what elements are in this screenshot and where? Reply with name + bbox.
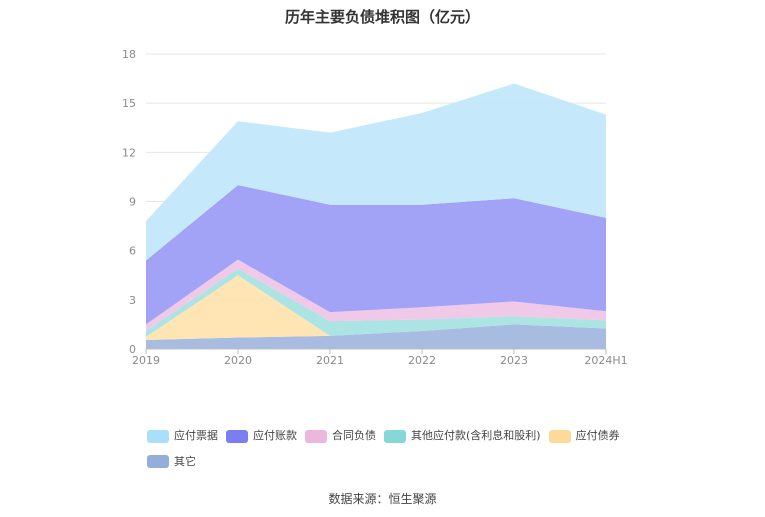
legend-swatch — [147, 429, 169, 443]
y-tick-label: 6 — [129, 245, 136, 258]
y-tick-label: 12 — [122, 146, 136, 159]
area-应付票据 — [146, 83, 606, 261]
area-合同负债 — [146, 259, 606, 331]
data-source-note: 数据来源：恒生聚源 — [328, 492, 437, 506]
y-tick-label: 0 — [129, 343, 136, 356]
legend-swatch — [305, 429, 327, 443]
legend-swatch — [226, 429, 248, 443]
legend-item[interactable]: 应付账款 — [226, 425, 297, 447]
axes: 0 3 6 9 12 15 18 2019 2020 2021 2022 2023 2024H1 — [122, 48, 628, 367]
area-应付债券 — [146, 275, 606, 340]
legend-label: 其它 — [174, 454, 196, 468]
legend-item[interactable]: 其它 — [147, 451, 196, 473]
x-tick-label: 2020 — [224, 354, 252, 367]
legend-item[interactable]: 应付票据 — [147, 425, 218, 447]
x-tick-label: 2022 — [408, 354, 436, 367]
y-tick-label: 15 — [122, 97, 136, 110]
area-series — [146, 83, 606, 349]
chart-title: 历年主要负债堆积图（亿元） — [284, 8, 480, 26]
legend-item[interactable]: 应付债券 — [548, 425, 620, 447]
x-tick-label: 2021 — [316, 354, 344, 367]
legend-label: 应付债券 — [575, 429, 620, 442]
legend: 应付票据 应付账款 合同负债 其他应付款(含利息和股利) 应付债券其它 — [147, 425, 647, 476]
x-tick-label: 2024H1 — [584, 354, 627, 367]
legend-swatch — [384, 429, 406, 443]
legend-label: 应付账款 — [253, 429, 297, 442]
legend-swatch — [548, 429, 571, 443]
y-tick-label: 9 — [129, 196, 136, 209]
legend-label: 其他应付款(含利息和股利) — [411, 429, 541, 442]
y-tick-label: 18 — [122, 48, 136, 61]
legend-label: 应付票据 — [174, 429, 218, 442]
y-tick-label: 3 — [129, 294, 136, 307]
x-tick-label: 2019 — [132, 354, 160, 367]
legend-swatch — [147, 455, 169, 468]
x-tick-label: 2023 — [500, 354, 528, 367]
legend-item[interactable]: 其他应付款(含利息和股利) — [384, 425, 541, 447]
legend-item[interactable]: 合同负债 — [305, 425, 376, 447]
area-其他应付款(含利息和股利) — [146, 268, 606, 337]
area-应付账款 — [146, 185, 606, 325]
area-其它 — [146, 324, 606, 349]
legend-label: 合同负债 — [332, 429, 376, 442]
